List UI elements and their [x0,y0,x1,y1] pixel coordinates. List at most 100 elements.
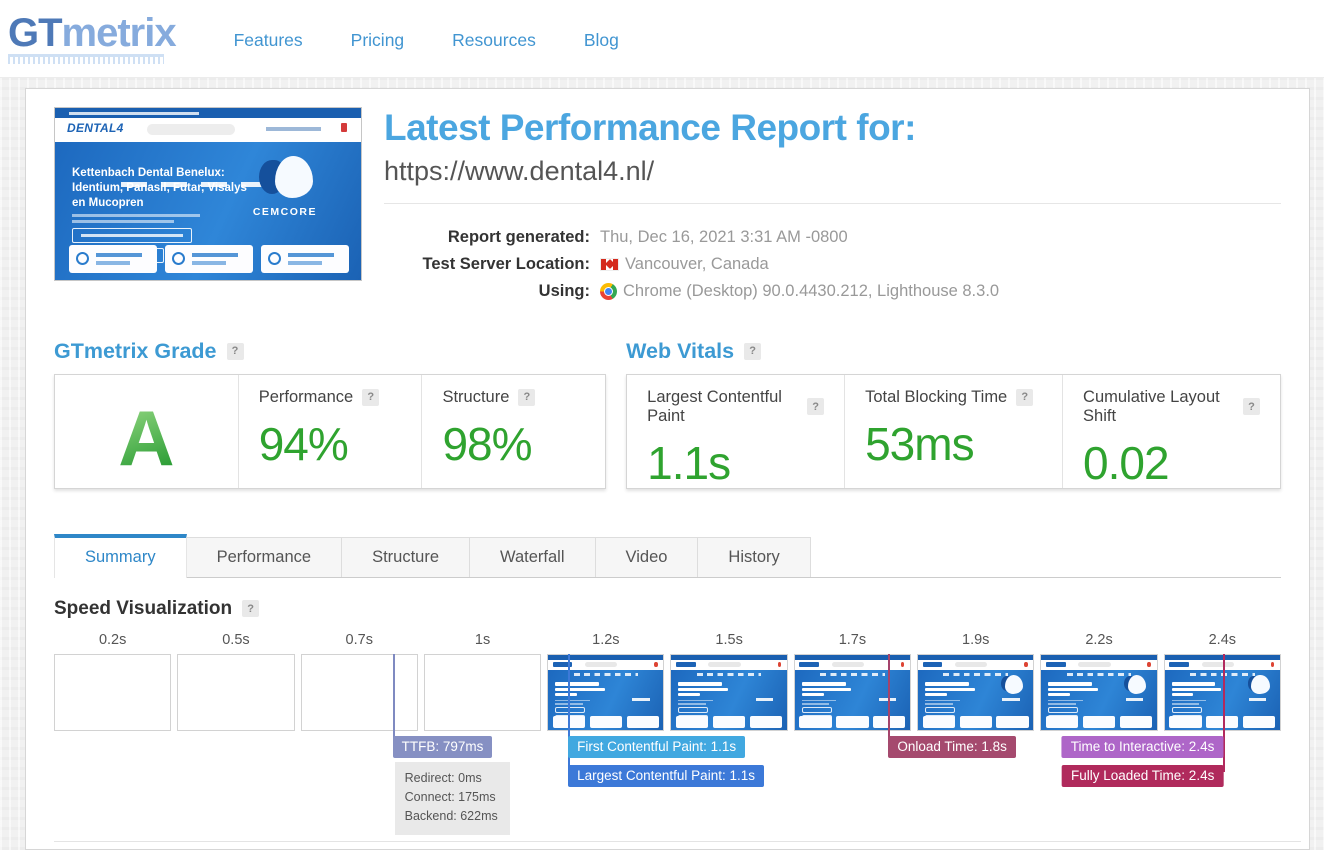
grade-box: A Performance ? 94% Structure ? 98% [54,374,606,489]
web-vitals-box: Largest Contentful Paint ? 1.1s Total Bl… [626,374,1281,489]
report-generated-label: Report generated: [384,224,590,251]
ttfb-redirect: Redirect: 0ms [405,769,498,788]
timeline-tick: 0.2s [54,632,171,654]
help-icon[interactable]: ? [744,343,761,360]
structure-label: Structure [442,388,509,407]
help-icon[interactable]: ? [362,389,379,406]
tbt-value: 53ms [865,417,1042,471]
filmstrip [54,654,1281,731]
timeline-tick: 1.5s [670,632,787,654]
gtmetrix-logo[interactable]: GTmetrix [8,13,176,64]
report-card: DENTAL4 Kettenbach Dental Benelux: Ident… [25,88,1310,850]
help-icon[interactable]: ? [242,600,259,617]
ttfb-connect: Connect: 175ms [405,788,498,807]
logo-gt-text: GT [8,11,62,55]
cls-label: Cumulative Layout Shift [1083,388,1234,426]
thumb-category-card [261,245,349,273]
filmstrip-frame [301,654,418,731]
lcp-label: Largest Contentful Paint [647,388,798,426]
footer-divider [54,841,1301,842]
help-icon[interactable]: ? [807,398,824,415]
filmstrip-frame [794,654,911,731]
largest-contentful-paint-badge: Largest Contentful Paint: 1.1s [568,765,764,787]
lcp-value: 1.1s [647,436,824,490]
nav-link-pricing[interactable]: Pricing [351,30,405,51]
speed-visualization-heading: Speed Visualization [54,598,232,620]
report-tabs: Summary Performance Structure Waterfall … [54,533,1281,578]
tab-performance[interactable]: Performance [186,537,342,577]
filmstrip-frame [547,654,664,731]
thumb-site-logo: DENTAL4 [67,121,124,135]
grade-letter: A [118,399,174,477]
filmstrip-frame [917,654,1034,731]
thumb-cart-icon [341,123,347,132]
timeline-tick: 0.5s [177,632,294,654]
report-thumbnail[interactable]: DENTAL4 Kettenbach Dental Benelux: Ident… [54,107,362,281]
timeline-tick: 0.7s [301,632,418,654]
canada-flag-icon [600,258,619,271]
thumb-category-card [165,245,253,273]
main-nav: Features Pricing Resources Blog [234,30,619,51]
using-label: Using: [384,278,590,305]
thumb-category-card [69,245,157,273]
report-generated-value: Thu, Dec 16, 2021 3:31 AM -0800 [600,224,848,251]
timeline-tick: 1s [424,632,541,654]
speed-visualization: 0.2s 0.5s 0.7s 1s 1.2s 1.5s 1.7s 1.9s 2.… [54,632,1281,731]
tab-summary[interactable]: Summary [54,534,187,578]
thumb-button [72,228,192,243]
filmstrip-frame [670,654,787,731]
cls-value: 0.02 [1083,436,1260,490]
ttfb-badge: TTFB: 797ms [393,736,493,758]
report-head: DENTAL4 Kettenbach Dental Benelux: Ident… [54,107,1281,305]
timeline-tick: 2.4s [1164,632,1281,654]
filmstrip-frame [177,654,294,731]
site-header: GTmetrix Features Pricing Resources Blog [0,0,1324,78]
chrome-icon [600,283,617,300]
grade-heading: GTmetrix Grade [54,339,217,364]
ttfb-marker-line [393,654,395,742]
thumb-product-label: CEMCORE [253,206,317,218]
report-url[interactable]: https://www.dental4.nl/ [384,156,1281,187]
thumb-alert-bar [55,108,361,118]
fully-loaded-marker-line [1223,654,1225,772]
help-icon[interactable]: ? [1243,398,1260,415]
onload-marker-line [888,654,890,742]
ttfb-details: Redirect: 0ms Connect: 175ms Backend: 62… [395,762,510,835]
server-location-value: Vancouver, Canada [625,251,769,278]
timeline-tick: 1.7s [794,632,911,654]
timeline-tick: 1.2s [547,632,664,654]
thumb-account-text [266,127,321,131]
filmstrip-frame [54,654,171,731]
thumb-headline: Kettenbach Dental Benelux: Identium, Pan… [72,166,247,211]
filmstrip-frame [1164,654,1281,731]
filmstrip-frame [1040,654,1157,731]
help-icon[interactable]: ? [227,343,244,360]
logo-ruler-graphic [8,54,164,64]
performance-value: 94% [259,417,402,471]
tab-waterfall[interactable]: Waterfall [469,537,596,577]
scores-section: GTmetrix Grade ? A Performance ? 94% Str… [54,339,1281,489]
tab-history[interactable]: History [697,537,810,577]
help-icon[interactable]: ? [518,389,535,406]
timeline-ticks: 0.2s 0.5s 0.7s 1s 1.2s 1.5s 1.7s 1.9s 2.… [54,632,1281,654]
web-vitals-heading: Web Vitals [626,339,734,364]
thumb-search-bar [147,124,235,135]
server-location-label: Test Server Location: [384,251,590,278]
structure-value: 98% [442,417,585,471]
using-value: Chrome (Desktop) 90.0.4430.212, Lighthou… [623,278,999,305]
time-to-interactive-badge: Time to Interactive: 2.4s [1062,736,1224,758]
nav-link-resources[interactable]: Resources [452,30,536,51]
page-title: Latest Performance Report for: [384,107,1281,150]
tab-structure[interactable]: Structure [341,537,470,577]
nav-link-blog[interactable]: Blog [584,30,619,51]
onload-time-badge: Onload Time: 1.8s [888,736,1016,758]
first-contentful-paint-badge: First Contentful Paint: 1.1s [568,736,745,758]
tab-video[interactable]: Video [595,537,699,577]
nav-link-features[interactable]: Features [234,30,303,51]
help-icon[interactable]: ? [1016,389,1033,406]
tbt-label: Total Blocking Time [865,388,1007,407]
timeline-tick: 2.2s [1040,632,1157,654]
logo-metrix-text: metrix [62,11,176,55]
filmstrip-frame [424,654,541,731]
performance-label: Performance [259,388,353,407]
